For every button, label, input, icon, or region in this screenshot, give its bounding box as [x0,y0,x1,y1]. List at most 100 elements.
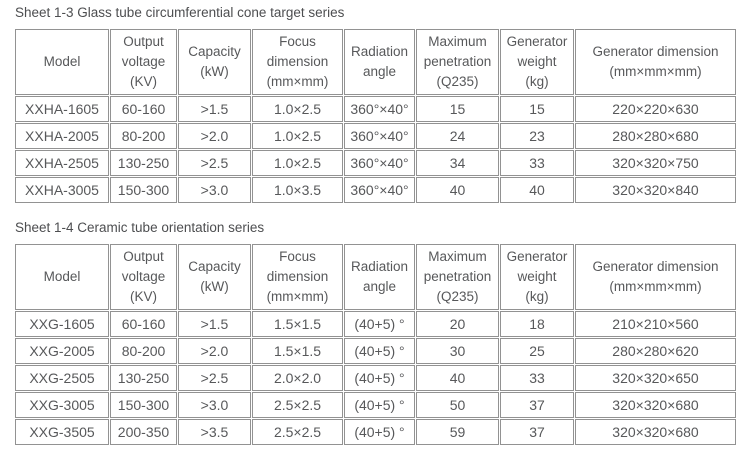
cell-output-voltage: 60-160 [110,96,177,122]
cell-generator-weight: 25 [500,338,574,364]
header-row: Model Output voltage (KV) Capacity (kW) … [15,244,736,310]
col-header-maximum-penetration: Maximum penetration (Q235) [416,244,499,310]
cell-radiation-angle: 360°×40° [344,123,415,149]
cell-focus-dimension: 2.5×2.5 [252,392,343,418]
sheet-1-4-section: Sheet 1-4 Ceramic tube orientation serie… [14,220,737,446]
cell-capacity: >2.5 [178,150,251,176]
cell-focus-dimension: 1.0×2.5 [252,96,343,122]
cell-generator-dimension: 280×280×620 [575,338,736,364]
cell-focus-dimension: 1.0×2.5 [252,150,343,176]
cell-generator-dimension: 280×280×680 [575,123,736,149]
cell-maximum-penetration: 40 [416,177,499,203]
cell-generator-weight: 23 [500,123,574,149]
cell-output-voltage: 80-200 [110,123,177,149]
cell-radiation-angle: 360°×40° [344,150,415,176]
table-row: XXHA-1605 60-160 >1.5 1.0×2.5 360°×40° 15 15 22… [15,96,736,122]
col-header-model: Model [15,244,109,310]
col-header-output-voltage: Output voltage (KV) [110,29,177,95]
cell-maximum-penetration: 15 [416,96,499,122]
col-header-focus-dimension: Focus dimension (mm×mm) [252,244,343,310]
cell-maximum-penetration: 59 [416,419,499,445]
col-header-radiation-angle: Radiation angle [344,244,415,310]
table-title-sheet-1-3: Sheet 1-3 Glass tube circumferential con… [15,5,345,20]
col-header-focus-dimension: Focus dimension (mm×mm) [252,29,343,95]
sheet-1-3-section: Sheet 1-3 Glass tube circumferential con… [14,5,737,204]
cell-output-voltage: 130-250 [110,365,177,391]
cell-generator-dimension: 320×320×840 [575,177,736,203]
cell-model: XXHA-3005 [15,177,109,203]
cell-focus-dimension: 2.0×2.0 [252,365,343,391]
cell-maximum-penetration: 34 [416,150,499,176]
cell-radiation-angle: 360°×40° [344,177,415,203]
cell-focus-dimension: 2.5×2.5 [252,419,343,445]
col-header-output-voltage: Output voltage (KV) [110,244,177,310]
spec-table-glass-tube: Model Output voltage (KV) Capacity (kW) … [14,28,737,204]
cell-model: XXHA-2505 [15,150,109,176]
cell-generator-weight: 37 [500,419,574,445]
cell-model: XXHA-2005 [15,123,109,149]
cell-radiation-angle: (40+5) ° [344,365,415,391]
cell-output-voltage: 150-300 [110,392,177,418]
cell-capacity: >2.0 [178,338,251,364]
table-body: XXHA-1605 60-160 >1.5 1.0×2.5 360°×40° 15 15 22… [15,96,736,203]
cell-model: XXHA-1605 [15,96,109,122]
cell-radiation-angle: (40+5) ° [344,419,415,445]
cell-generator-dimension: 320×320×680 [575,419,736,445]
cell-radiation-angle: (40+5) ° [344,392,415,418]
table-row: XXG-3505 200-350 >3.5 2.5×2.5 (40+5) ° 59 37 32… [15,419,736,445]
cell-model: XXG-3005 [15,392,109,418]
cell-capacity: >3.0 [178,177,251,203]
cell-generator-weight: 40 [500,177,574,203]
cell-maximum-penetration: 20 [416,311,499,337]
cell-maximum-penetration: 30 [416,338,499,364]
cell-generator-weight: 33 [500,365,574,391]
cell-radiation-angle: 360°×40° [344,96,415,122]
cell-focus-dimension: 1.5×1.5 [252,338,343,364]
header-row: Model Output voltage (KV) Capacity (kW) … [15,29,736,95]
table-row: XXG-2505 130-250 >2.5 2.0×2.0 (40+5) ° 40 33 32… [15,365,736,391]
cell-maximum-penetration: 40 [416,365,499,391]
cell-generator-weight: 33 [500,150,574,176]
table-row: XXG-2005 80-200 >2.0 1.5×1.5 (40+5) ° 30 25 280… [15,338,736,364]
table-row: XXG-3005 150-300 >3.0 2.5×2.5 (40+5) ° 50 37 32… [15,392,736,418]
cell-capacity: >2.0 [178,123,251,149]
col-header-maximum-penetration: Maximum penetration (Q235) [416,29,499,95]
col-header-radiation-angle: Radiation angle [344,29,415,95]
cell-generator-weight: 37 [500,392,574,418]
cell-radiation-angle: (40+5) ° [344,311,415,337]
cell-capacity: >1.5 [178,311,251,337]
cell-focus-dimension: 1.0×3.5 [252,177,343,203]
col-header-generator-dimension: Generator dimension (mm×mm×mm) [575,244,736,310]
cell-generator-weight: 15 [500,96,574,122]
table-row: XXHA-3005 150-300 >3.0 1.0×3.5 360°×40° 40 40 3… [15,177,736,203]
cell-generator-dimension: 320×320×680 [575,392,736,418]
cell-maximum-penetration: 50 [416,392,499,418]
table-body: XXG-1605 60-160 >1.5 1.5×1.5 (40+5) ° 20 18 210… [15,311,736,445]
cell-output-voltage: 60-160 [110,311,177,337]
cell-output-voltage: 80-200 [110,338,177,364]
spec-table-ceramic-tube: Model Output voltage (KV) Capacity (kW) … [14,243,737,446]
cell-capacity: >1.5 [178,96,251,122]
col-header-capacity: Capacity (kW) [178,29,251,95]
cell-capacity: >3.0 [178,392,251,418]
col-header-generator-dimension: Generator dimension (mm×mm×mm) [575,29,736,95]
table-row: XXHA-2505 130-250 >2.5 1.0×2.5 360°×40° 34 33 3… [15,150,736,176]
table-row: XXG-1605 60-160 >1.5 1.5×1.5 (40+5) ° 20 18 210… [15,311,736,337]
cell-output-voltage: 130-250 [110,150,177,176]
cell-model: XXG-1605 [15,311,109,337]
cell-model: XXG-2005 [15,338,109,364]
cell-output-voltage: 200-350 [110,419,177,445]
table-title-sheet-1-4: Sheet 1-4 Ceramic tube orientation serie… [15,220,265,235]
cell-generator-dimension: 320×320×650 [575,365,736,391]
col-header-model: Model [15,29,109,95]
cell-focus-dimension: 1.5×1.5 [252,311,343,337]
table-row: XXHA-2005 80-200 >2.0 1.0×2.5 360°×40° 24 23 28… [15,123,736,149]
cell-generator-dimension: 220×220×630 [575,96,736,122]
col-header-generator-weight: Generator weight (kg) [500,244,574,310]
cell-capacity: >2.5 [178,365,251,391]
cell-model: XXG-2505 [15,365,109,391]
cell-radiation-angle: (40+5) ° [344,338,415,364]
cell-focus-dimension: 1.0×2.5 [252,123,343,149]
cell-output-voltage: 150-300 [110,177,177,203]
col-header-generator-weight: Generator weight (kg) [500,29,574,95]
